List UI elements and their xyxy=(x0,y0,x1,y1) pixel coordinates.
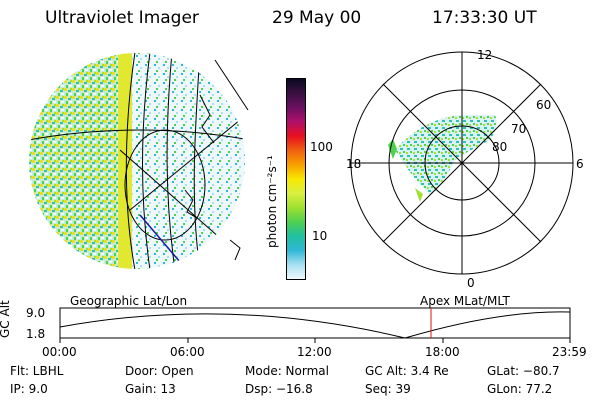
y-max-label: 9.0 xyxy=(26,306,46,320)
x-tick-0000: 00:00 xyxy=(42,345,77,359)
ip-info: IP: 9.0 xyxy=(10,382,48,396)
polar-label-0: 0 xyxy=(467,276,475,290)
polar-label-18: 18 xyxy=(346,157,362,171)
x-tick-1200: 12:00 xyxy=(297,345,332,359)
polar-ring-70: 70 xyxy=(511,122,527,136)
colorbar-tick-10: 10 xyxy=(312,229,328,243)
polar-label-12: 12 xyxy=(477,48,493,62)
geographic-caption: Geographic Lat/Lon xyxy=(70,294,188,308)
colorbar xyxy=(286,78,306,280)
polar-ring-60: 60 xyxy=(536,98,552,112)
colorbar-tick-100: 100 xyxy=(310,140,333,154)
glat-info: GLat: −80.7 xyxy=(487,364,560,378)
x-tick-1800: 18:00 xyxy=(425,345,460,359)
instrument-title: Ultraviolet Imager xyxy=(45,8,199,28)
y-min-label: 1.8 xyxy=(26,327,46,341)
glon-info: GLon: 77.2 xyxy=(487,382,553,396)
mode-info: Mode: Normal xyxy=(245,364,329,378)
date-label: 29 May 00 xyxy=(272,8,362,28)
x-tick-0600: 06:00 xyxy=(170,345,205,359)
door-info: Door: Open xyxy=(125,364,194,378)
dsp-info: Dsp: −16.8 xyxy=(245,382,313,396)
polar-ring-80: 80 xyxy=(492,140,508,154)
apex-caption: Apex MLat/MLT xyxy=(420,294,510,308)
polar-label-6: 6 xyxy=(576,157,584,171)
gc-alt-info: GC Alt: 3.4 Re xyxy=(365,364,449,378)
filter-info: Flt: LBHL xyxy=(10,364,64,378)
gain-info: Gain: 13 xyxy=(125,382,176,396)
seq-info: Seq: 39 xyxy=(365,382,411,396)
time-label: 17:33:30 UT xyxy=(432,8,537,28)
x-tick-2359: 23:59 xyxy=(552,345,587,359)
